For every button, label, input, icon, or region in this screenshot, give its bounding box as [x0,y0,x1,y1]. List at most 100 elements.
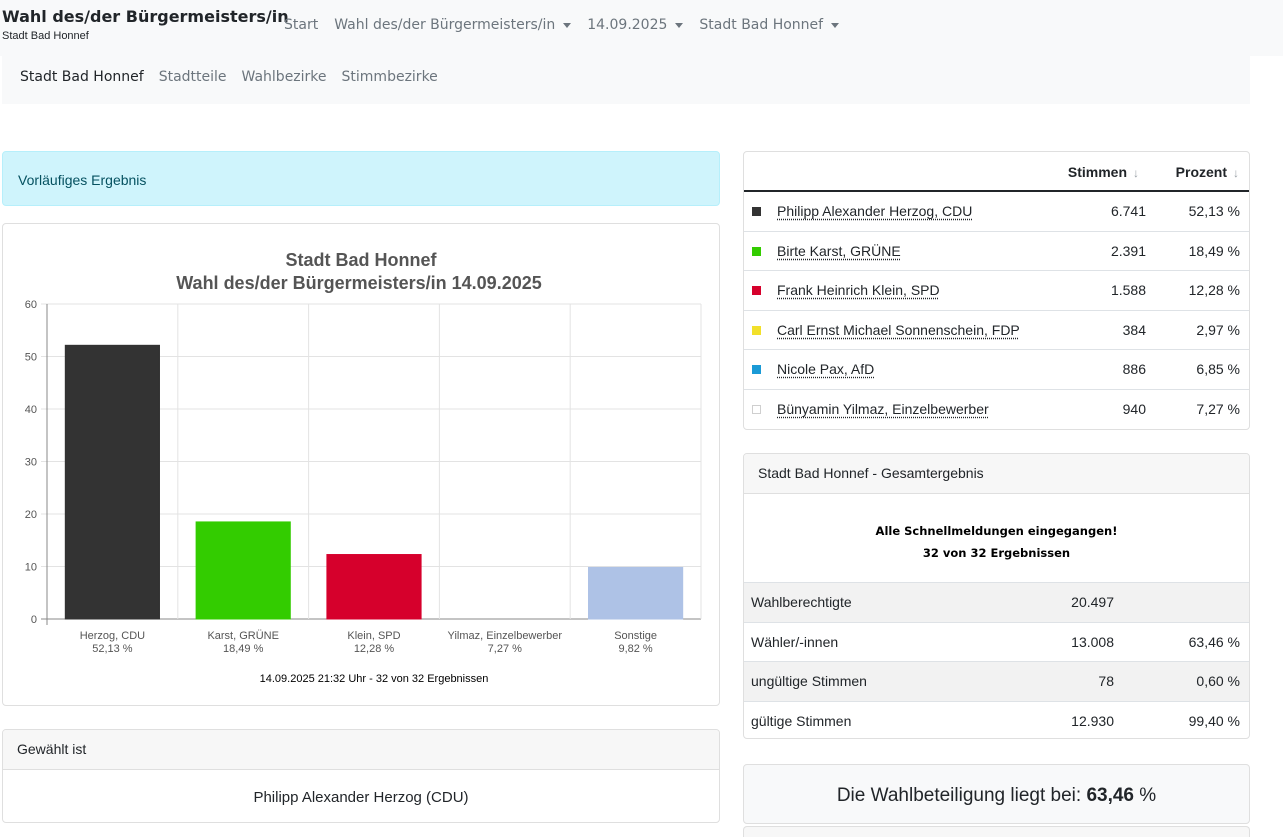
candidate-votes: 6.741 [1110,203,1146,219]
x-tick-label: Karst, GRÜNE [207,630,279,642]
table-header: Stimmen ↓ Prozent ↓ [744,152,1249,192]
candidate-name[interactable]: Philipp Alexander Herzog, CDU [777,203,973,219]
y-tick-label: 50 [25,352,37,364]
x-tick-label: Sonstige [614,630,657,642]
x-percent-label: 18,49 % [223,643,264,655]
table-row: Wähler/-innen 13.008 63,46 % [744,621,1249,662]
stat-percent: 0,60 % [1196,673,1240,689]
nav-election-label: Wahl des/der Bürgermeisters/in [334,17,556,33]
brand[interactable]: Wahl des/der Bürgermeisters/in Stadt Bad… [2,7,289,42]
sort-percent-header[interactable]: Prozent ↓ [1176,164,1239,180]
stat-label: ungültige Stimmen [751,673,867,689]
sort-votes-header[interactable]: Stimmen ↓ [1068,164,1139,180]
stat-value: 12.930 [1071,712,1114,729]
party-color-swatch [752,207,761,216]
candidate-percent: 2,97 % [1196,321,1240,338]
candidate-name[interactable]: Bünyamin Yilmaz, Einzelbewerber [777,400,989,417]
tab-wahlbezirke[interactable]: Wahlbezirke [241,69,327,85]
top-navbar: Wahl des/der Bürgermeisters/in Stadt Bad… [0,0,1283,56]
tab-stimmbezirke[interactable]: Stimmbezirke [341,69,438,85]
stat-percent: 63,46 % [1188,633,1240,650]
chevron-down-icon [675,22,684,28]
elected-header: Gewählt ist [3,730,719,770]
candidate-name[interactable]: Frank Heinrich Klein, SPD [777,282,940,298]
stat-label: gültige Stimmen [751,712,852,729]
x-percent-label: 52,13 % [92,643,133,655]
elected-card: Gewählt ist Philipp Alexander Herzog (CD… [2,729,720,823]
chart-subtitle: Wahl des/der Bürgermeisters/in 14.09.202… [176,273,542,293]
candidate-votes: 940 [1122,400,1146,417]
sub-navbar: Stadt Bad Honnef Stadtteile Wahlbezirke … [2,56,1250,104]
y-tick-label: 10 [25,562,37,574]
nav-start-label: Start [284,17,319,33]
table-row: Frank Heinrich Klein, SPD 1.588 12,28 % [744,271,1249,311]
x-percent-label: 9,82 % [618,643,652,655]
nav-area-label: Stadt Bad Honnef [699,17,824,33]
y-tick-label: 40 [25,404,37,416]
x-percent-label: 7,27 % [488,643,522,655]
candidate-votes: 886 [1122,361,1146,377]
turnout-prefix: Die Wahlbeteiligung liegt bei: [836,785,1082,806]
table-row: gültige Stimmen 12.930 99,40 % [744,700,1249,739]
total-header: Stadt Bad Honnef - Gesamtergebnis [744,454,1249,494]
stat-value: 78 [1098,673,1114,689]
table-row: Birte Karst, GRÜNE 2.391 18,49 % [744,232,1249,271]
candidate-percent: 6,85 % [1196,361,1240,377]
y-tick-label: 0 [31,614,37,626]
stat-percent: 99,40 % [1188,712,1240,729]
tab-stadtteile[interactable]: Stadtteile [158,69,227,85]
chart-footer: 14.09.2025 21:32 Uhr - 32 von 32 Ergebni… [260,673,489,685]
bar[interactable] [326,554,422,620]
y-tick-label: 60 [25,299,37,311]
result-chart-card: Stadt Bad Honnef Wahl des/der Bürgermeist… [2,223,720,706]
candidate-percent: 18,49 % [1188,242,1240,259]
stat-label: Wähler/-innen [751,633,839,650]
candidate-votes: 384 [1122,321,1146,338]
alert-text: Vorläufiges Ergebnis [18,172,147,188]
bar[interactable] [64,344,160,620]
table-row: ungültige Stimmen 78 0,60 % [744,661,1249,701]
party-color-swatch [752,246,761,256]
turnout-unit: % [1139,785,1157,806]
x-tick-label: Klein, SPD [347,630,400,642]
status-line-2: 32 von 32 Ergebnissen [922,546,1071,560]
nav-election-dropdown[interactable]: Wahl des/der Bürgermeisters/in [334,17,572,33]
candidate-votes: 1.588 [1110,282,1146,298]
candidate-name[interactable]: Carl Ernst Michael Sonnenschein, FDP [777,321,1020,338]
candidate-name[interactable]: Birte Karst, GRÜNE [777,242,901,259]
bar[interactable] [195,521,291,620]
chevron-down-icon [563,22,572,28]
chevron-down-icon [831,22,840,28]
table-row: Wahlberechtigte 20.497 [744,582,1249,622]
table-row: Philipp Alexander Herzog, CDU 6.741 52,13 … [744,192,1249,232]
bar[interactable] [588,566,684,620]
percent-header-label: Prozent [1175,164,1227,180]
table-body: Philipp Alexander Herzog, CDU 6.741 52,13 … [744,192,1249,429]
x-tick-label: Herzog, CDU [80,630,145,642]
preliminary-result-alert: Vorläufiges Ergebnis [2,151,720,206]
candidate-results-table: Stimmen ↓ Prozent ↓ Philipp Alexander Herz… [743,151,1250,430]
stat-value: 13.008 [1071,633,1114,650]
sort-down-icon: ↓ [1133,166,1139,180]
nav-area-dropdown[interactable]: Stadt Bad Honnef [699,17,840,33]
party-color-swatch [752,365,761,374]
nav-date-label: 14.09.2025 [587,17,668,33]
nav-start[interactable]: Start [284,17,318,33]
status-line-1: Alle Schnellmeldungen eingegangen! [875,524,1118,538]
candidate-name[interactable]: Nicole Pax, AfD [777,361,875,377]
nav-date-dropdown[interactable]: 14.09.2025 [587,17,684,33]
main-nav: Start Wahl des/der Bürgermeisters/in 14.… [284,17,855,33]
tab-stadt[interactable]: Stadt Bad Honnef [20,69,144,85]
party-color-swatch [752,286,761,295]
stat-value: 20.497 [1071,594,1114,610]
sort-down-icon: ↓ [1233,166,1239,180]
votes-header-label: Stimmen [1067,164,1127,180]
brand-title[interactable]: Wahl des/der Bürgermeisters/in [2,7,289,26]
stat-label: Wahlberechtigte [751,594,852,610]
x-tick-label: Yilmaz, Einzelbewerber [448,630,563,642]
elected-name: Philipp Alexander Herzog (CDU) [253,789,469,806]
statistics-table: Wahlberechtigte 20.497 Wähler/-innen 13.008… [744,582,1249,739]
candidate-percent: 52,13 % [1188,203,1240,219]
chart-title: Stadt Bad Honnef [286,250,438,270]
table-row: Nicole Pax, AfD 886 6,85 % [744,350,1249,390]
